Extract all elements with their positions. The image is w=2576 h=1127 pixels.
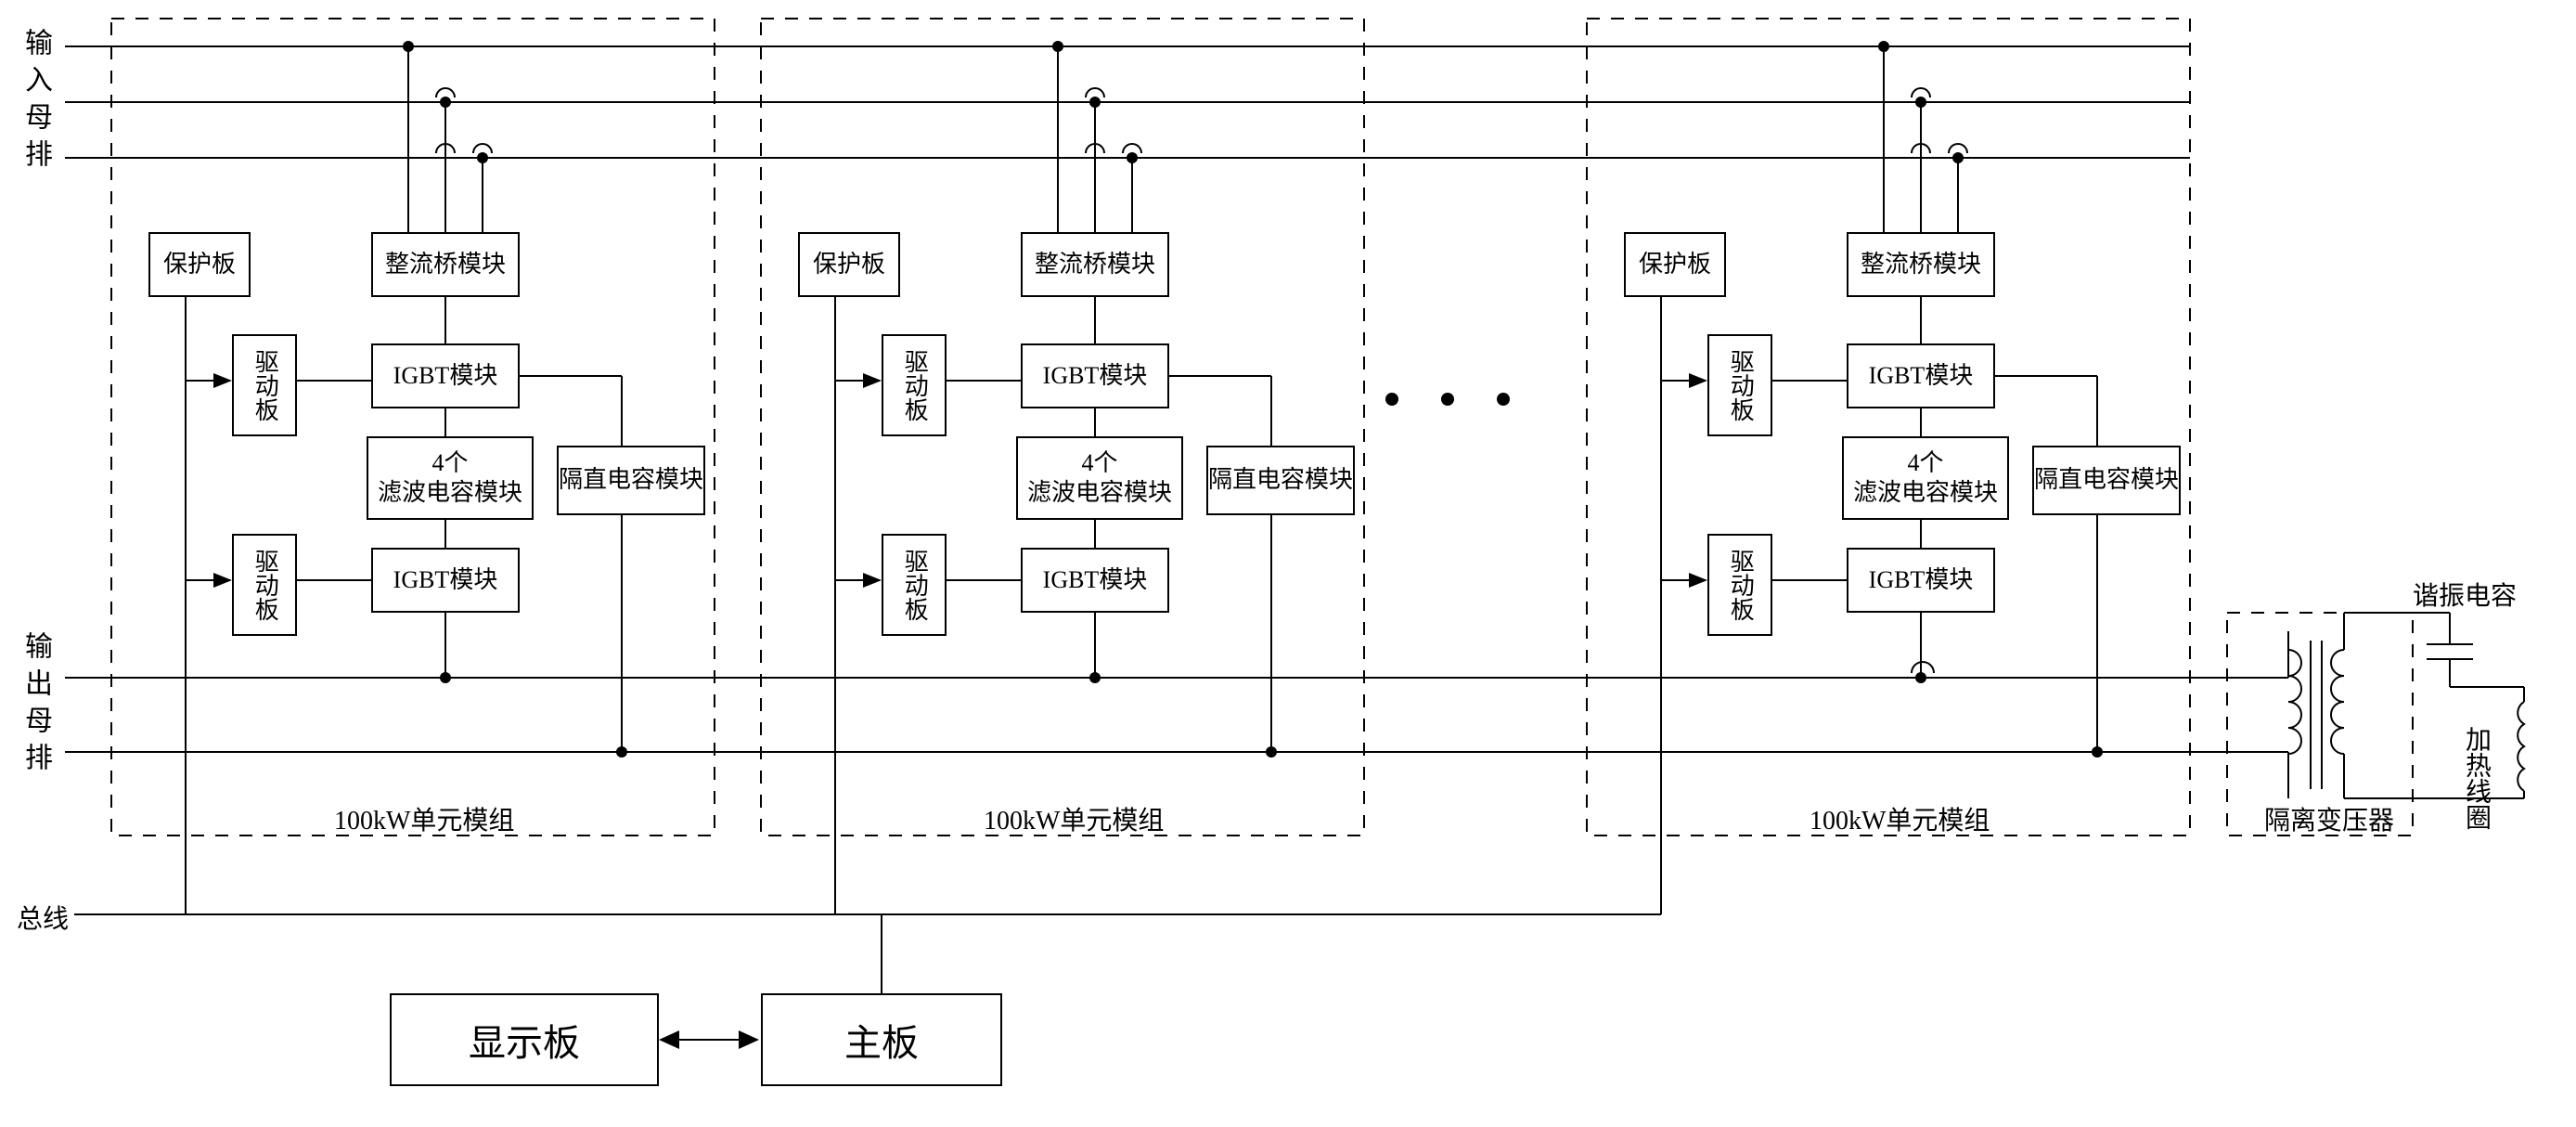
dc-block-cap-1: 隔直电容模块 [557,446,705,515]
rectifier-1: 整流桥模块 [371,232,520,297]
igbt-1a: IGBT模块 [371,343,520,408]
filter-caps-2: 4个滤波电容模块 [1016,436,1183,520]
protection-board-1: 保护板 [148,232,251,297]
igbt-2a: IGBT模块 [1021,343,1169,408]
block-diagram: 输入母排 输出母排 总线 [0,0,2576,1127]
main-board: 主板 [761,993,1002,1086]
module-title-3: 100kW单元模组 [1810,800,1990,837]
iso-transformer-label: 隔离变压器 [2264,800,2394,837]
resonant-cap-label: 谐振电容 [2413,576,2517,613]
filter-caps-3: 4个滤波电容模块 [1842,436,2009,520]
igbt-2b: IGBT模块 [1021,548,1169,613]
drive-board-1b: 驱动板 [232,534,297,636]
igbt-1b: IGBT模块 [371,548,520,613]
drive-board-2b: 驱动板 [882,534,947,636]
rectifier-2: 整流桥模块 [1021,232,1169,297]
drive-board-2a: 驱动板 [882,334,947,436]
igbt-3a: IGBT模块 [1847,343,1995,408]
heating-coil-label: 加热线圈 [2457,726,2494,830]
drive-board-3b: 驱动板 [1707,534,1772,636]
igbt-3b: IGBT模块 [1847,548,1995,613]
drive-board-3a: 驱动板 [1707,334,1772,436]
module-title-2: 100kW单元模组 [984,800,1164,837]
output-bus-label: 输出母排 [17,631,54,780]
module-title-1: 100kW单元模组 [334,800,514,837]
dc-block-cap-3: 隔直电容模块 [2032,446,2181,515]
protection-board-2: 保护板 [798,232,900,297]
bus-line-label: 总线 [17,899,69,936]
dc-block-cap-2: 隔直电容模块 [1206,446,1355,515]
drive-board-1a: 驱动板 [232,334,297,436]
filter-caps-1: 4个滤波电容模块 [367,436,534,520]
rectifier-3: 整流桥模块 [1847,232,1995,297]
input-bus-label: 输入母排 [17,28,54,176]
protection-board-3: 保护板 [1624,232,1726,297]
display-board: 显示板 [390,993,659,1086]
